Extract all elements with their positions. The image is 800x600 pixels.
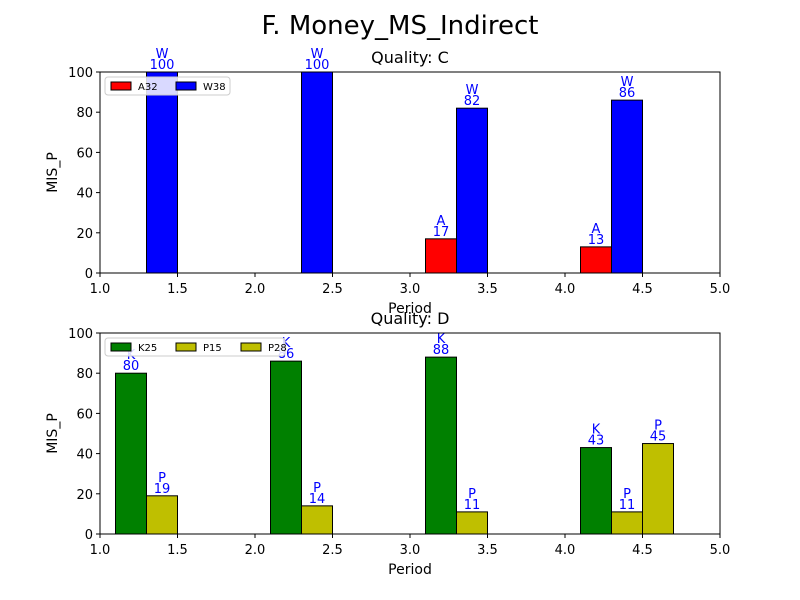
y-tick-label: 100: [68, 66, 93, 81]
x-tick-label: 4.0: [555, 282, 576, 297]
bar-w38: [456, 107, 488, 274]
x-tick-label: 3.0: [400, 282, 421, 297]
x-tick-label: 2.5: [322, 282, 343, 297]
x-tick-label: 4.5: [632, 282, 653, 297]
bar-value-label: 43: [588, 434, 605, 449]
y-tick-label: 60: [76, 407, 93, 422]
bar-letter-label: A: [437, 214, 446, 229]
bar-letter-label: W: [311, 47, 324, 62]
legend-swatch: [110, 342, 132, 352]
y-tick-label: 40: [76, 448, 93, 463]
x-tick-label: 4.5: [632, 543, 653, 558]
x-tick-label: 3.0: [400, 543, 421, 558]
plot-area: [100, 333, 720, 534]
chart-panel-quality-d: 80K86K88K43K19P14P11P11P45P1.01.52.02.53…: [45, 309, 730, 578]
y-tick-label: 60: [76, 146, 93, 161]
bar-letter-label: P: [623, 487, 631, 502]
bar-a32: [425, 238, 457, 274]
y-tick-label: 40: [76, 187, 93, 202]
bar-letter-label: P: [313, 481, 321, 496]
bar-p28: [642, 443, 674, 535]
x-tick-label: 1.5: [167, 282, 188, 297]
bar-w38: [301, 71, 333, 274]
x-tick-label: 1.5: [167, 543, 188, 558]
bar-letter-label: W: [621, 75, 634, 90]
figure-title: F. Money_MS_Indirect: [262, 11, 539, 41]
y-tick-label: 100: [68, 327, 93, 342]
bar-value-label: 11: [619, 498, 636, 513]
bar-p15: [146, 495, 178, 535]
bar-value-label: 82: [464, 94, 481, 109]
bar-letter-label: K: [282, 336, 291, 351]
y-tick-label: 80: [76, 106, 93, 121]
bar-letter-label: K: [437, 332, 446, 347]
bar-letter-label: W: [156, 47, 169, 62]
bar-value-label: 13: [588, 233, 605, 248]
legend-entry-label: A32: [138, 82, 158, 93]
x-tick-label: 2.0: [245, 282, 266, 297]
bar-value-label: 14: [309, 492, 326, 507]
bar-value-label: 19: [154, 482, 171, 497]
panel-title: Quality: C: [371, 48, 449, 67]
bar-value-label: 17: [433, 225, 450, 240]
legend-entry-label: P28: [268, 343, 287, 354]
bar-letter-label: P: [468, 487, 476, 502]
bar-k25: [270, 360, 302, 535]
bar-value-label: 80: [123, 359, 140, 374]
y-tick-label: 80: [76, 367, 93, 382]
legend-entry-label: W38: [203, 82, 226, 93]
bar-value-label: 11: [464, 498, 481, 513]
x-tick-label: 4.0: [555, 543, 576, 558]
bar-letter-label: K: [592, 423, 601, 438]
x-axis-label: Period: [388, 562, 432, 578]
bar-letter-label: P: [158, 471, 166, 486]
y-tick-label: 0: [85, 528, 93, 543]
legend-frame: [104, 76, 231, 96]
legend-swatch: [175, 81, 197, 91]
y-tick-label: 0: [85, 267, 93, 282]
x-tick-label: 3.5: [477, 543, 498, 558]
bar-p15: [611, 511, 643, 535]
x-tick-label: 5.0: [710, 543, 731, 558]
y-tick-label: 20: [76, 488, 93, 503]
y-axis-label: MIS_P: [45, 413, 61, 454]
bar-k25: [115, 372, 147, 535]
legend-swatch: [110, 81, 132, 91]
legend: A32 W38: [104, 76, 231, 96]
legend-entry-label: K25: [138, 343, 157, 354]
x-axis-label: Period: [388, 301, 432, 317]
x-tick-label: 2.5: [322, 543, 343, 558]
bar-k25: [580, 447, 612, 535]
legend-entry-label: P15: [203, 343, 222, 354]
y-tick-label: 20: [76, 227, 93, 242]
bar-value-label: 100: [150, 58, 175, 73]
bar-w38: [146, 71, 178, 274]
x-tick-label: 3.5: [477, 282, 498, 297]
panel-title: Quality: D: [371, 309, 450, 328]
bar-a32: [580, 246, 612, 274]
y-axis-label: MIS_P: [45, 152, 61, 193]
x-tick-label: 5.0: [710, 282, 731, 297]
bar-value-label: 86: [619, 86, 636, 101]
bar-letter-label: A: [592, 222, 601, 237]
x-tick-label: 1.0: [90, 282, 111, 297]
x-tick-label: 2.0: [245, 543, 266, 558]
bar-value-label: 100: [305, 58, 330, 73]
legend-swatch: [240, 342, 262, 352]
legend-swatch: [175, 342, 197, 352]
bar-k25: [425, 356, 457, 535]
x-tick-label: 1.0: [90, 543, 111, 558]
bar-value-label: 88: [433, 343, 450, 358]
legend: K25 P15 P28: [104, 337, 287, 357]
bar-p15: [456, 511, 488, 535]
bar-w38: [611, 99, 643, 274]
bar-value-label: 45: [650, 430, 667, 445]
bar-p15: [301, 505, 333, 535]
bar-letter-label: W: [466, 83, 479, 98]
bar-letter-label: P: [654, 419, 662, 434]
